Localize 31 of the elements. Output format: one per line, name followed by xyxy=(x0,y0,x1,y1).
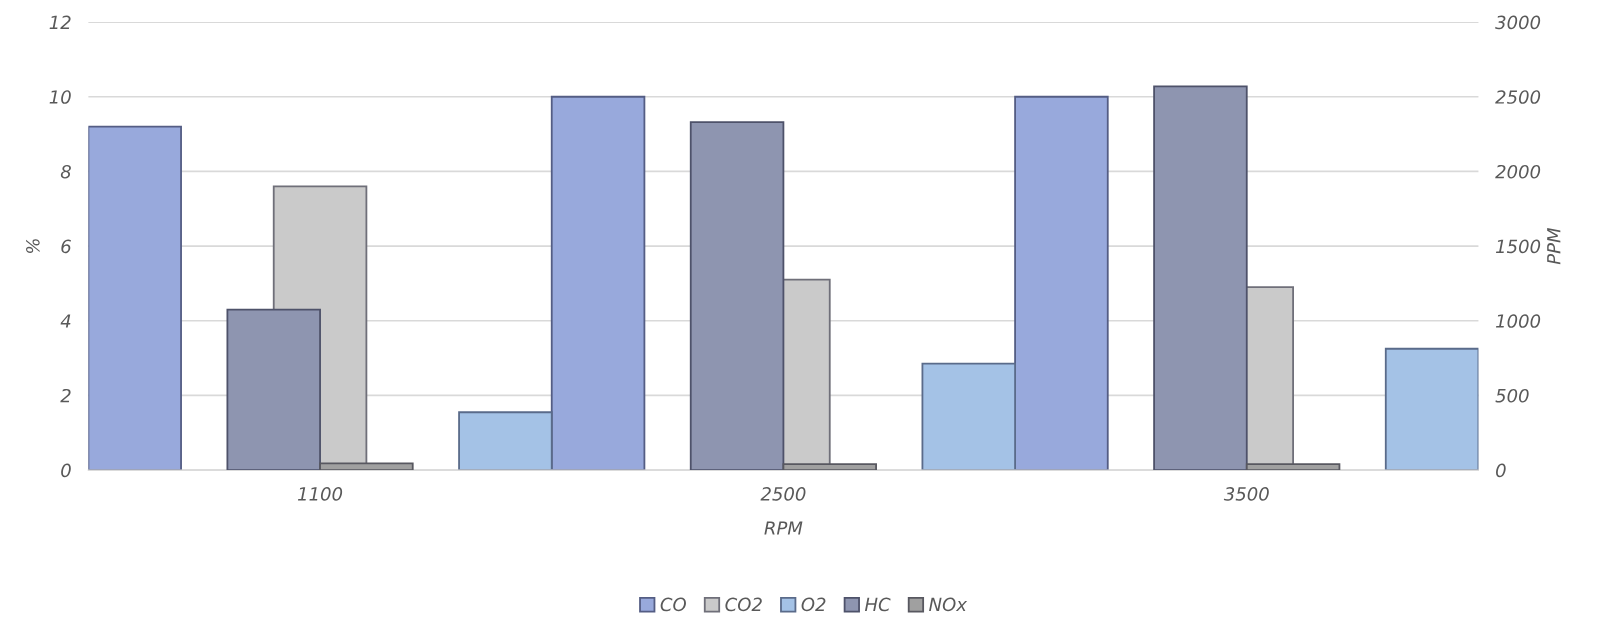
y-tick-label: 6 xyxy=(61,239,71,254)
bar xyxy=(1014,95,1109,471)
y2-tick-label: 2500 xyxy=(1495,90,1541,104)
legend-label: NOx xyxy=(929,597,968,612)
bar xyxy=(1384,347,1479,471)
bar xyxy=(88,125,182,471)
x-tick-label: 2500 xyxy=(760,487,806,501)
y-tick-label: 4 xyxy=(60,314,71,328)
legend-label: CO2 xyxy=(725,597,762,612)
y-tick-label: 10 xyxy=(49,90,71,104)
y-axis-title: % xyxy=(26,239,40,254)
legend-label: CO xyxy=(660,597,686,612)
y2-axis-title: PPM xyxy=(1547,227,1561,265)
y2-tick-label: 2000 xyxy=(1495,164,1541,179)
y-tick-label: 12 xyxy=(49,15,71,29)
y2-tick-label: 500 xyxy=(1495,388,1529,403)
legend-label: O2 xyxy=(801,597,826,612)
y2-tick-label: 1500 xyxy=(1495,239,1541,254)
y-tick-label: 2 xyxy=(60,388,71,403)
x-tick-label: 3500 xyxy=(1223,487,1269,501)
x-axis-title: RPM xyxy=(764,521,803,535)
y-tick-label: 8 xyxy=(60,164,71,179)
y2-tick-label: 1000 xyxy=(1495,314,1541,328)
bar xyxy=(921,362,1016,471)
bar xyxy=(550,95,646,471)
y2-tick-label: 3000 xyxy=(1495,15,1541,30)
y-tick-label: 0 xyxy=(61,463,71,478)
bar xyxy=(458,411,553,471)
y2-tick-label: 0 xyxy=(1496,463,1506,478)
x-tick-label: 1100 xyxy=(297,487,343,501)
legend-label: HC xyxy=(864,597,891,612)
